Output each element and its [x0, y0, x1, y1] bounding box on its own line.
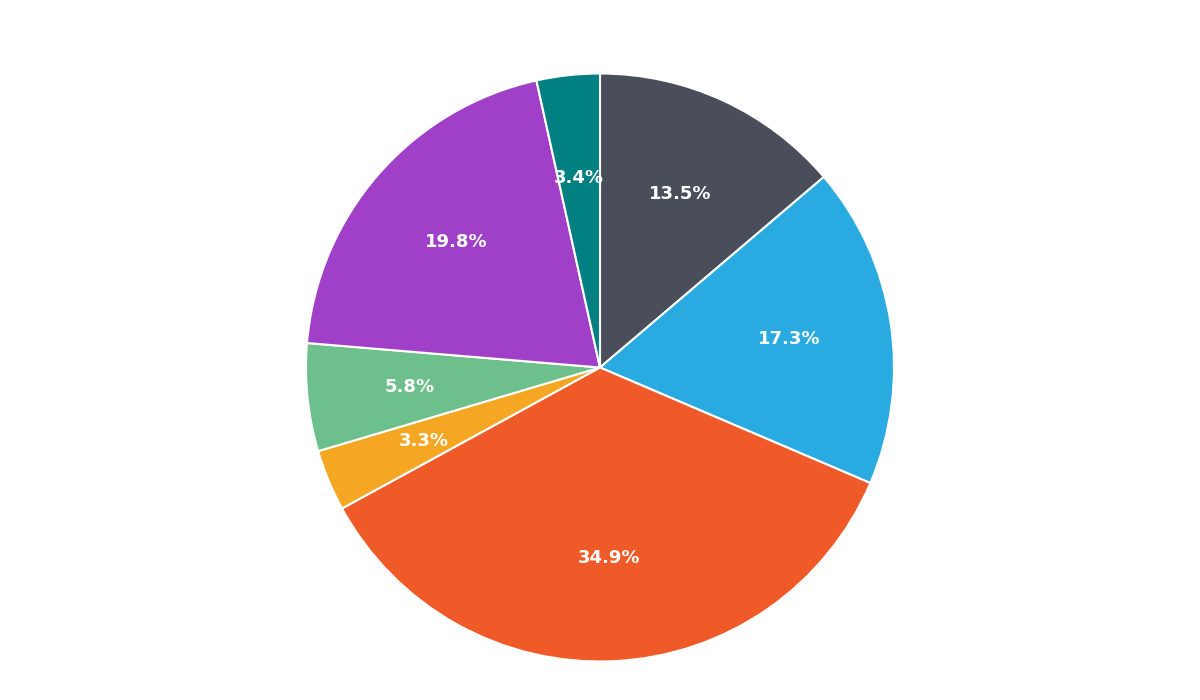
Text: 3.4%: 3.4%	[554, 169, 605, 186]
Wedge shape	[318, 368, 600, 508]
Wedge shape	[306, 343, 600, 452]
Wedge shape	[600, 177, 894, 483]
Text: 34.9%: 34.9%	[578, 550, 641, 568]
Wedge shape	[600, 74, 824, 368]
Wedge shape	[307, 80, 600, 368]
Wedge shape	[536, 74, 600, 368]
Text: 17.3%: 17.3%	[757, 330, 820, 348]
Wedge shape	[342, 368, 870, 662]
Text: 19.8%: 19.8%	[425, 233, 487, 251]
Text: 3.3%: 3.3%	[398, 432, 449, 450]
Text: 5.8%: 5.8%	[385, 378, 434, 396]
Text: 13.5%: 13.5%	[649, 185, 712, 203]
